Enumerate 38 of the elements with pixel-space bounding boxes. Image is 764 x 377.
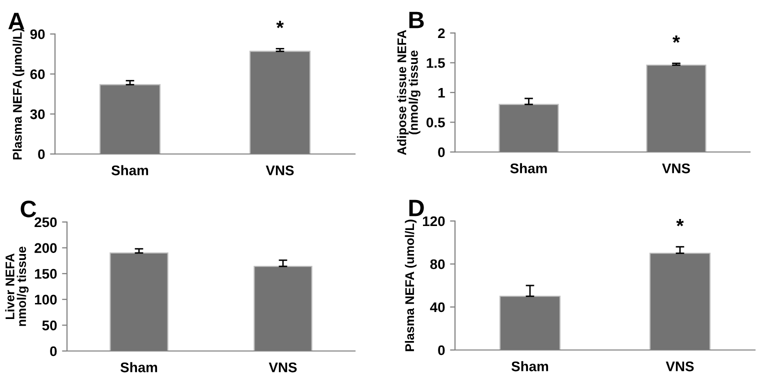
- y-tick-label: 30: [30, 109, 45, 120]
- y-tick-label: 200: [34, 243, 57, 253]
- y-tick-label: 80: [430, 259, 445, 270]
- y-tick-label: 0.5: [426, 118, 445, 128]
- y-axis-title: Liver NEFA nmol/g tissue: [5, 246, 29, 326]
- x-tick-label: VNS: [266, 165, 294, 176]
- annotation: *: [672, 36, 680, 43]
- y-tick-label: 1.5: [426, 58, 445, 68]
- y-tick-label: 150: [34, 268, 57, 279]
- x-tick-label: Sham: [120, 362, 158, 372]
- y-tick-label: 50: [42, 320, 57, 330]
- y-tick-label: 120: [422, 216, 445, 226]
- y-tick-label: 90: [30, 29, 45, 40]
- chart-title: B: [409, 12, 424, 28]
- annotation: *: [676, 219, 684, 226]
- y-tick-label: 40: [430, 302, 445, 312]
- x-tick-label: VNS: [268, 362, 297, 372]
- y-tick-label: 0: [438, 345, 445, 356]
- x-tick-label: Sham: [111, 165, 148, 176]
- text: *: [276, 20, 284, 28]
- y-tick-label: 100: [34, 294, 57, 305]
- y-tick-label: 2: [438, 28, 445, 38]
- y-tick-label: 0: [38, 149, 45, 160]
- chart-title: D: [409, 200, 424, 216]
- y-tick-label: 250: [34, 217, 57, 228]
- y-axis-title: Adipose tissue NEFA (nmol/g tissue: [397, 30, 420, 156]
- chart-title: A: [8, 12, 24, 30]
- y-axis-title: Plasma NEFA (µmol/L): [12, 28, 24, 160]
- y-tick-label: 0: [438, 147, 445, 158]
- x-tick-label: VNS: [666, 361, 694, 372]
- y-tick-label: 1: [438, 88, 445, 98]
- x-tick-label: VNS: [662, 163, 690, 174]
- x-tick-label: Sham: [511, 361, 548, 372]
- x-tick-label: Sham: [510, 163, 547, 174]
- y-axis-title: Plasma NEFA (umol/L): [404, 220, 417, 352]
- y-tick-label: 60: [30, 69, 45, 80]
- y-tick-label: 0: [50, 346, 57, 356]
- chart-title: C: [20, 200, 36, 218]
